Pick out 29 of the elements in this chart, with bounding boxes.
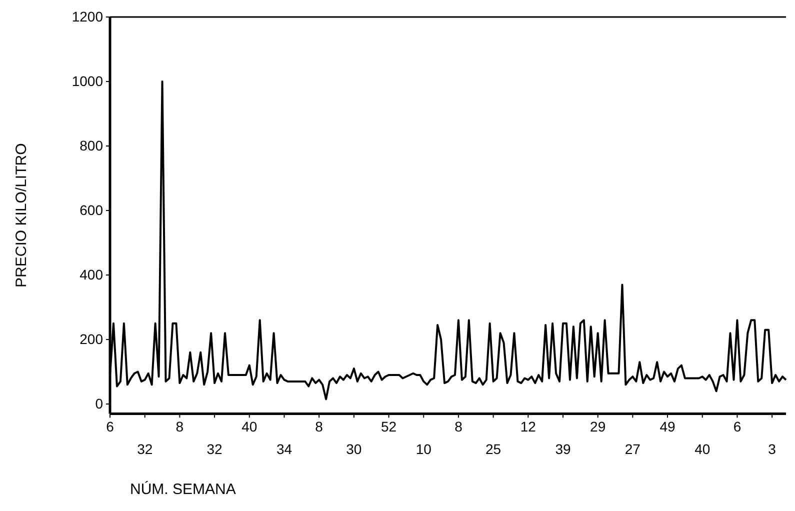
y-axis-title: PRECIO KILO/LITRO: [13, 143, 30, 288]
y-tick-label: 400: [80, 266, 104, 282]
x-tick-label: 32: [206, 440, 223, 457]
y-tick-label: 0: [95, 396, 104, 412]
x-tick-label: 39: [555, 440, 571, 457]
x-tick-label: 8: [176, 418, 184, 435]
x-tick-label: 25: [486, 440, 502, 457]
x-tick-label: 34: [276, 440, 292, 457]
x-tick-label: 8: [454, 418, 463, 435]
x-tick-label: 8: [315, 418, 324, 435]
x-tick-label: 27: [624, 440, 641, 457]
y-tick-label: 800: [80, 137, 104, 154]
x-tick-label: 6: [733, 418, 742, 435]
x-tick-label: 52: [380, 418, 397, 435]
y-tick-label: 200: [80, 331, 104, 347]
x-tick-label: 32: [137, 440, 153, 457]
y-tick-label: 1200: [72, 8, 104, 24]
x-tick-label: 30: [346, 440, 362, 457]
x-tick-label: 40: [694, 440, 710, 457]
y-tick-label: 600: [80, 202, 104, 218]
x-tick-label: 10: [416, 440, 432, 457]
x-tick-label: 12: [520, 418, 536, 435]
x-tick-label: 40: [242, 418, 258, 435]
x-tick-label: 3: [768, 440, 776, 457]
x-axis-title: NÚM. SEMANA: [130, 480, 236, 498]
x-tick-label: 29: [590, 418, 606, 435]
x-tick-label: 6: [106, 418, 114, 435]
x-tick-label: 49: [660, 418, 676, 435]
y-tick-label: 1000: [72, 72, 104, 89]
